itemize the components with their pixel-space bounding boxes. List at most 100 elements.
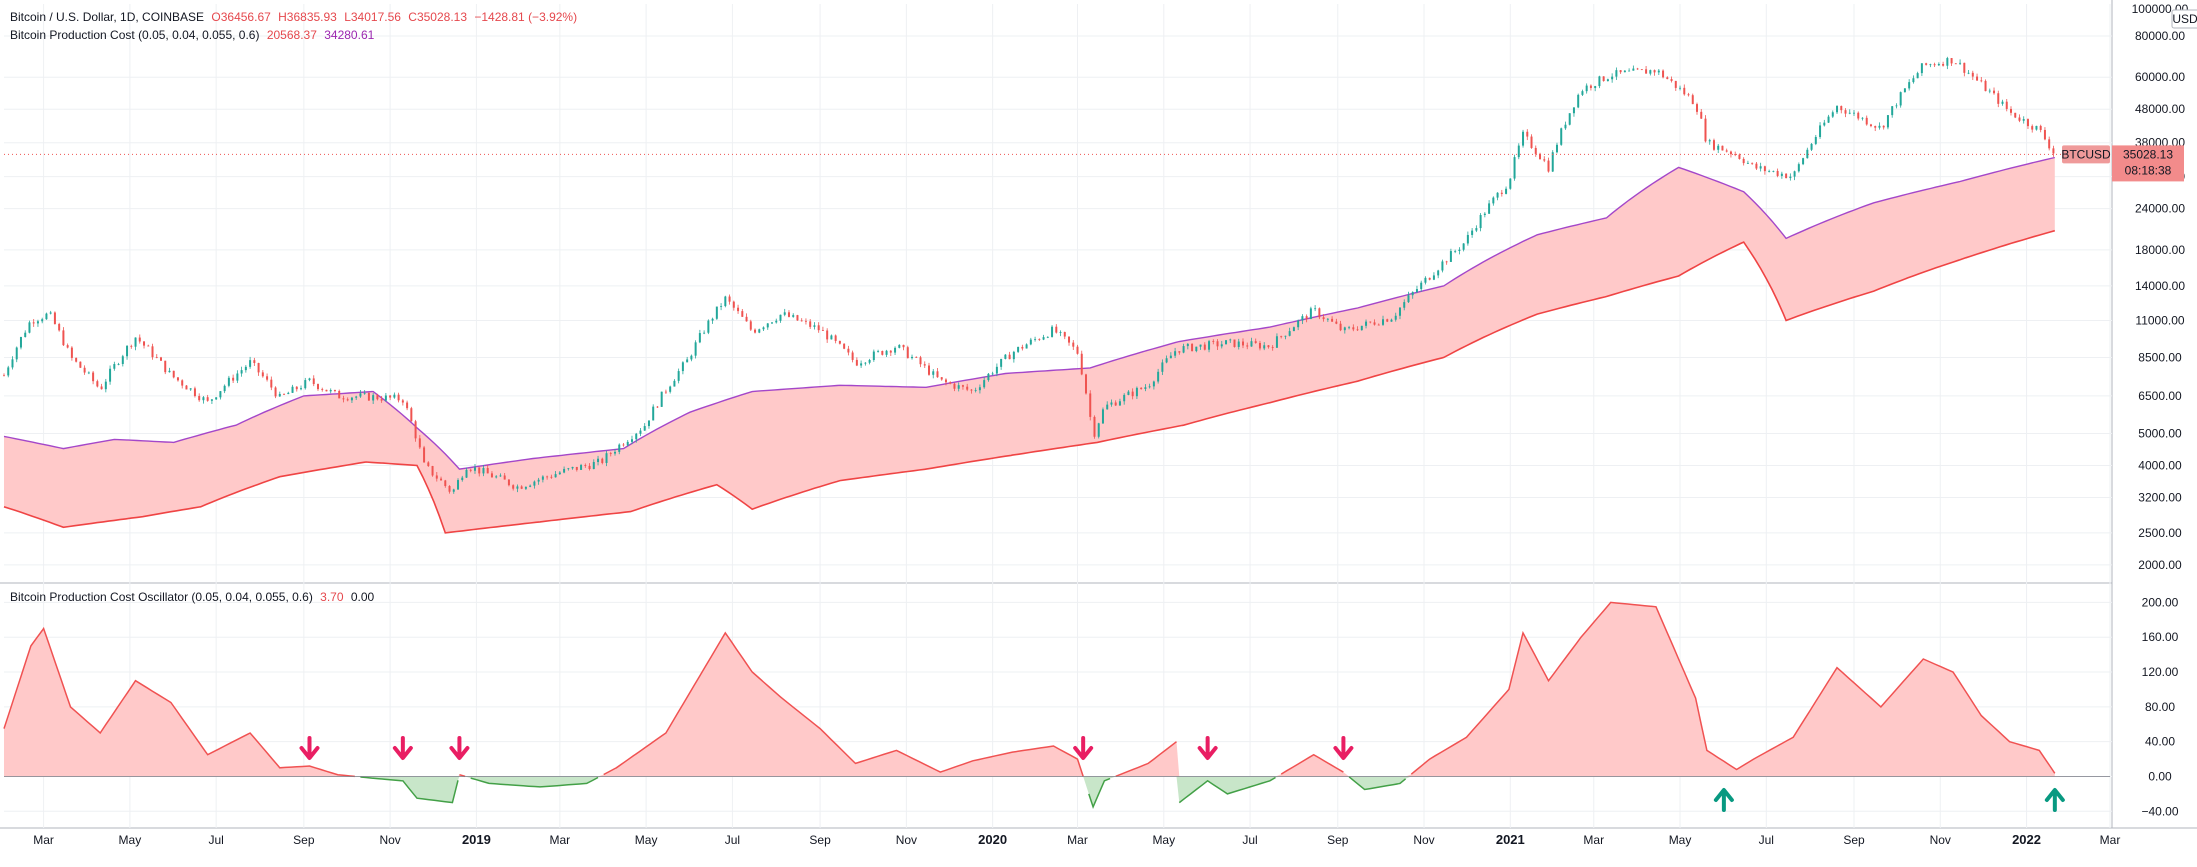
candle-body xyxy=(877,351,880,352)
candle-body xyxy=(1114,402,1117,406)
candle-body xyxy=(1258,342,1261,349)
candle-body xyxy=(1572,107,1575,114)
candle-body xyxy=(1263,345,1266,349)
candle-body xyxy=(53,312,56,325)
time-tick-label: 2021 xyxy=(1496,832,1525,847)
oscillator-line-positive[interactable] xyxy=(1410,601,2056,775)
candle-body xyxy=(376,395,379,400)
time-tick-label: May xyxy=(1669,833,1692,847)
candle-body xyxy=(690,355,693,360)
candle-body xyxy=(715,306,718,319)
candle-body xyxy=(1768,171,1771,172)
candle-body xyxy=(957,385,960,389)
price-tick-label: 5000.00 xyxy=(2138,427,2182,441)
candle-body xyxy=(1632,68,1635,71)
candle-body xyxy=(202,397,205,401)
indicator-legend[interactable]: Bitcoin Production Cost (0.05, 0.04, 0.0… xyxy=(10,28,378,42)
candle-body xyxy=(1543,159,1546,161)
candle-body xyxy=(1500,192,1503,194)
candle-body xyxy=(974,390,977,391)
candle-body xyxy=(1623,70,1626,73)
candle-body xyxy=(478,467,481,474)
candle-body xyxy=(936,371,939,378)
oscillator-tick-label: −40.00 xyxy=(2141,804,2178,818)
candle-body xyxy=(1577,94,1580,108)
time-tick-label: Mar xyxy=(33,833,54,847)
oscillator-line-negative[interactable] xyxy=(1178,776,1276,804)
candle-body xyxy=(872,351,875,360)
candle-body xyxy=(1089,393,1092,417)
candle-body xyxy=(1852,112,1855,114)
candle-body xyxy=(1280,336,1283,338)
candle-body xyxy=(1797,164,1800,172)
candle-body xyxy=(249,360,252,367)
candle-body xyxy=(36,321,39,324)
candle-body xyxy=(707,320,710,333)
candle-body xyxy=(227,377,230,386)
candle-body xyxy=(745,316,748,322)
candle-body xyxy=(1203,344,1206,350)
candle-body xyxy=(1432,275,1435,280)
currency-button[interactable] xyxy=(2171,9,2197,29)
time-tick-label: May xyxy=(1152,833,1175,847)
candle-body xyxy=(1398,307,1401,316)
oscillator-line-positive[interactable] xyxy=(3,626,355,778)
candle-body xyxy=(754,329,757,333)
candle-body xyxy=(1352,327,1355,330)
candle-body xyxy=(1394,315,1397,320)
candle-body xyxy=(1084,374,1087,394)
candle-body xyxy=(482,468,485,474)
candle-body xyxy=(7,367,10,376)
oscillator-line-positive[interactable] xyxy=(1115,741,1177,777)
production-cost-band[interactable] xyxy=(4,157,2055,533)
candle-body xyxy=(826,330,829,340)
candle-body xyxy=(1348,327,1351,329)
candle-body xyxy=(185,385,188,390)
candle-body xyxy=(113,364,116,369)
symbol-tag-bg[interactable] xyxy=(2062,145,2110,164)
candle-body xyxy=(1645,69,1648,74)
candle-body xyxy=(1751,162,1754,164)
candle-body xyxy=(1051,326,1054,337)
oscillator-negative-fill xyxy=(4,776,2055,807)
time-tick-label: 2022 xyxy=(2012,832,2041,847)
candle-body xyxy=(1759,166,1762,169)
candle-body xyxy=(1437,270,1440,276)
candle-body xyxy=(1708,140,1711,142)
currency-label[interactable]: USD xyxy=(2172,12,2197,26)
oscillator-legend[interactable]: Bitcoin Production Cost Oscillator (0.05… xyxy=(10,590,378,604)
production-cost-upper-line[interactable] xyxy=(3,156,2055,470)
ohlc-high: H36835.93 xyxy=(278,10,337,24)
symbol-tag-label[interactable]: BTCUSD xyxy=(2061,147,2111,161)
production-cost-lower-line[interactable] xyxy=(3,229,2056,534)
oscillator-line-positive[interactable] xyxy=(603,631,1084,777)
candle-body xyxy=(1606,79,1609,82)
indicator-title: Bitcoin Production Cost (0.05, 0.04, 0.0… xyxy=(10,28,260,42)
oscillator-line-negative[interactable] xyxy=(1348,776,1407,791)
candle-body xyxy=(1322,317,1325,320)
price-tick-label: 2000.00 xyxy=(2138,558,2182,572)
candle-body xyxy=(796,315,799,321)
oscillator-positive-fill xyxy=(4,602,2055,777)
time-tick-label: Nov xyxy=(379,833,400,847)
oscillator-tick-label: 40.00 xyxy=(2145,735,2175,749)
candle-body xyxy=(635,433,638,440)
candle-body xyxy=(1004,354,1007,359)
candle-body xyxy=(792,315,795,317)
candle-body xyxy=(1275,336,1278,348)
oscillator-line-negative[interactable] xyxy=(1088,777,1111,810)
candle-body xyxy=(1836,106,1839,113)
oscillator-line-negative[interactable] xyxy=(470,776,599,788)
candle-body xyxy=(550,476,553,478)
candle-body xyxy=(758,329,761,333)
candle-body xyxy=(889,350,892,353)
time-tick-label: Sep xyxy=(809,833,831,847)
oscillator-line-negative[interactable] xyxy=(360,776,459,804)
candle-body xyxy=(155,357,158,358)
oscillator-line-positive[interactable] xyxy=(1280,753,1344,775)
candle-body xyxy=(308,378,311,381)
candle-body xyxy=(104,381,107,390)
candle-body xyxy=(703,332,706,334)
candle-body xyxy=(1055,326,1058,333)
